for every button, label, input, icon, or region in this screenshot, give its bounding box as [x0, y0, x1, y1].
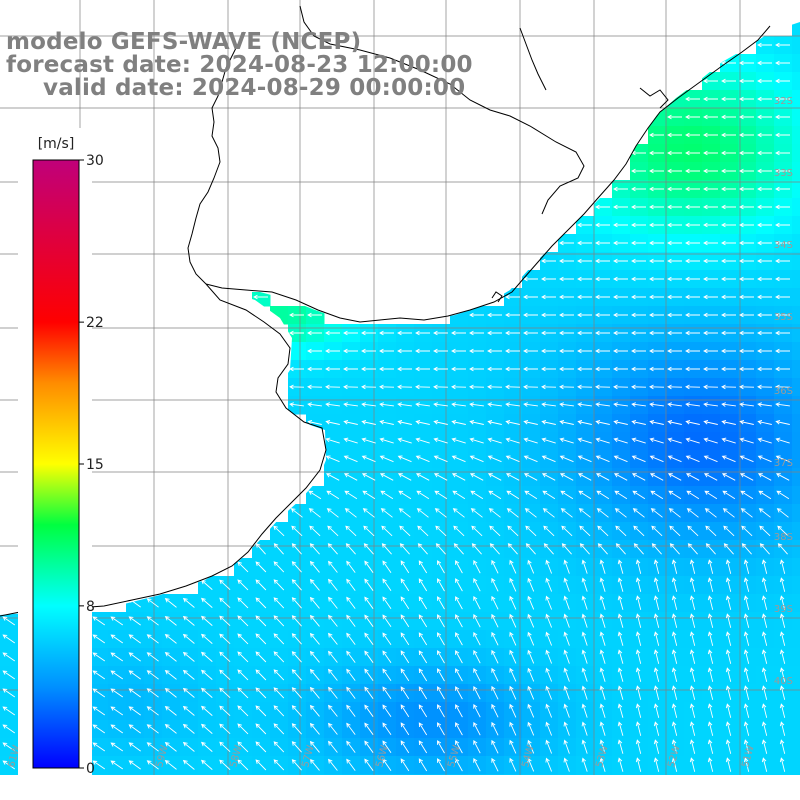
latitude-label: 39S — [774, 604, 793, 615]
title-valid-date: valid date: 2024-08-29 00:00:00 — [43, 75, 466, 101]
latitude-label: 36S — [774, 386, 793, 397]
latitude-label: 40S — [774, 676, 793, 687]
latitude-labels: 32S 33S 34S 35S 36S 37S 38S 39S 40S — [774, 96, 793, 687]
colorbar-unit: [m/s] — [38, 136, 75, 152]
colorbar-ticks: 30 22 15 8 0 — [79, 153, 104, 777]
coastline-uruguay-interior — [299, 5, 585, 215]
coastline-lagoon-south — [639, 87, 669, 109]
colorbar-ramp — [32, 159, 80, 769]
coastline-plata-north — [187, 31, 245, 285]
graticule — [0, 0, 800, 775]
colorbar-tick-label: 22 — [86, 315, 104, 331]
colorbar-tick-label: 8 — [86, 599, 95, 615]
coastline — [0, 5, 771, 617]
latitude-label: 38S — [774, 532, 793, 543]
colorbar-tick-label: 0 — [86, 761, 95, 777]
latitude-label: 37S — [774, 458, 793, 469]
land-north — [0, 0, 800, 322]
title-model: modelo GEFS-WAVE (NCEP) — [6, 29, 362, 55]
colorbar: [m/s] 30 22 15 8 0 — [18, 128, 104, 777]
coastline-argentina — [0, 283, 327, 617]
latitude-label: 33S — [774, 168, 793, 179]
coastline-atlantic — [205, 25, 771, 323]
coastline-inlet — [491, 291, 503, 303]
latitude-label: 32S — [774, 96, 793, 107]
latitude-label: 35S — [774, 312, 793, 323]
title-forecast-date: forecast date: 2024-08-23 12:00:00 — [6, 52, 473, 78]
coastline-lagoon — [519, 27, 547, 91]
latitude-label: 34S — [774, 240, 793, 251]
colorbar-tick-label: 30 — [86, 153, 104, 169]
colorbar-tick-label: 15 — [86, 457, 104, 473]
